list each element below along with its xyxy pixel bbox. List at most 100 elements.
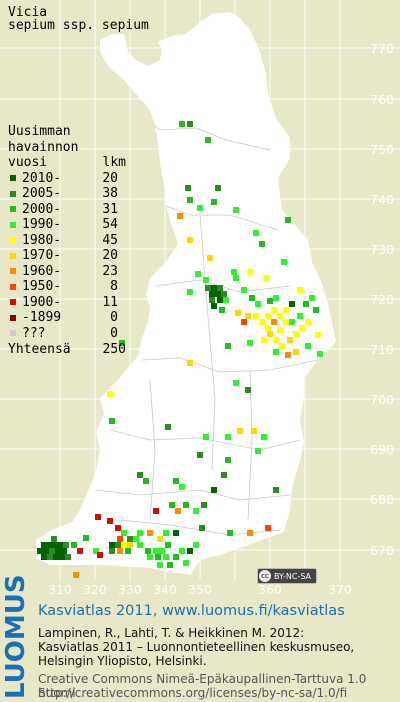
occurrence-marker (109, 548, 115, 554)
occurrence-marker (281, 259, 287, 265)
occurrence-marker (253, 230, 259, 236)
y-tick-720: 720 (370, 292, 394, 307)
license-line: Creative Commons Nimeä-Epäkaupallinen-Ta… (38, 672, 367, 700)
occurrence-marker (179, 548, 185, 554)
cc-license-badge[interactable]: cc BY-NC-SA (257, 568, 317, 584)
distribution-map (0, 0, 400, 580)
x-tick-320: 320 (83, 582, 107, 597)
occurrence-marker (309, 295, 315, 301)
legend-swatch (10, 237, 16, 244)
legend-row-count: 54 (102, 217, 118, 232)
occurrence-marker (163, 554, 169, 560)
legend-row-label: 2010- (22, 170, 62, 186)
occurrence-marker (253, 313, 259, 319)
legend-swatch (10, 190, 16, 197)
occurrence-marker (265, 313, 271, 319)
legend-row: 1950- 8 (8, 279, 126, 295)
occurrence-marker (143, 478, 149, 484)
legend-swatch (10, 283, 16, 290)
occurrence-marker (199, 525, 205, 531)
occurrence-marker (315, 332, 321, 338)
legend-swatch (10, 206, 16, 213)
occurrence-marker (241, 287, 247, 293)
occurrence-marker (279, 343, 285, 349)
occurrence-marker (223, 297, 229, 303)
occurrence-marker (117, 536, 123, 542)
legend-total-count: 250 (102, 342, 126, 357)
occurrence-marker (183, 502, 189, 508)
occurrence-marker (169, 502, 175, 508)
occurrence-marker (225, 434, 231, 440)
occurrence-marker (277, 313, 283, 319)
species-name: sepium ssp. sepium (8, 18, 149, 33)
occurrence-marker (267, 331, 273, 337)
occurrence-marker (77, 548, 83, 554)
occurrence-marker (95, 514, 101, 520)
occurrence-marker (109, 418, 115, 424)
occurrence-marker (263, 275, 269, 281)
occurrence-marker (287, 337, 293, 343)
y-tick-700: 700 (370, 392, 394, 407)
occurrence-marker (255, 448, 261, 454)
occurrence-marker (205, 137, 211, 143)
occurrence-marker (305, 343, 311, 349)
occurrence-marker (49, 548, 55, 554)
occurrence-marker (273, 487, 279, 493)
occurrence-marker (225, 343, 231, 349)
occurrence-marker (109, 542, 115, 548)
legend-col-period: vuosi (8, 155, 48, 170)
legend-row-label: 1960- (22, 263, 62, 279)
occurrence-marker (51, 536, 57, 542)
occurrence-marker (61, 548, 67, 554)
legend-heading-2: havainnon (8, 139, 79, 155)
occurrence-marker (115, 525, 121, 531)
occurrence-marker (211, 199, 217, 205)
occurrence-marker (187, 360, 193, 366)
occurrence-marker (211, 285, 217, 291)
occurrence-marker (137, 530, 143, 536)
occurrence-marker (277, 327, 283, 333)
occurrence-marker (107, 518, 113, 524)
occurrence-marker (147, 554, 153, 560)
occurrence-marker (245, 387, 251, 393)
occurrence-marker (37, 548, 43, 554)
y-tick-750: 750 (370, 142, 394, 157)
occurrence-marker (297, 313, 303, 319)
occurrence-marker (55, 548, 61, 554)
legend-row-label: -1899 (22, 310, 62, 325)
y-tick-690: 690 (370, 442, 394, 457)
legend-total: Yhteensä 250 (8, 342, 126, 358)
occurrence-marker (147, 530, 153, 536)
occurrence-marker (317, 351, 323, 357)
occurrence-marker (93, 548, 99, 554)
legend-swatch (10, 221, 16, 228)
legend-row-count: 23 (102, 263, 118, 279)
legend-row: 2010- 20 (8, 171, 126, 187)
occurrence-marker (179, 484, 185, 490)
occurrence-marker (53, 554, 59, 560)
occurrence-marker (179, 121, 185, 127)
y-tick-670: 670 (370, 543, 394, 558)
occurrence-marker (245, 313, 251, 319)
occurrence-marker (145, 548, 151, 554)
occurrence-marker (215, 185, 221, 191)
legend-swatch (10, 314, 16, 321)
x-tick-310: 310 (48, 582, 72, 597)
occurrence-marker (83, 535, 89, 541)
atlas-headline-link[interactable]: Kasviatlas 2011, www.luomus.fi/kasviatla… (38, 603, 345, 619)
occurrence-marker (209, 291, 215, 297)
legend-row-count: 11 (102, 294, 118, 310)
occurrence-marker (261, 434, 267, 440)
citation-line-3: Helsingin Yliopisto, Helsinki. (38, 654, 207, 668)
legend-row: 1960- 23 (8, 264, 126, 280)
legend-heading-1: Uusimman (8, 124, 71, 139)
legend-row: 2005- 38 (8, 186, 126, 202)
cc-badge-text: BY-NC-SA (274, 571, 312, 581)
occurrence-marker (217, 297, 223, 303)
occurrence-marker (53, 542, 59, 548)
citation-line-2: Kasviatlas 2011 – Luonnontieteellinen ke… (38, 640, 355, 654)
creative-commons-icon: cc (259, 570, 271, 582)
occurrence-marker (211, 487, 217, 493)
license-url-link[interactable]: http://creativecommons.org/licenses/by-n… (38, 686, 348, 700)
legend-row-count: 8 (110, 279, 118, 294)
